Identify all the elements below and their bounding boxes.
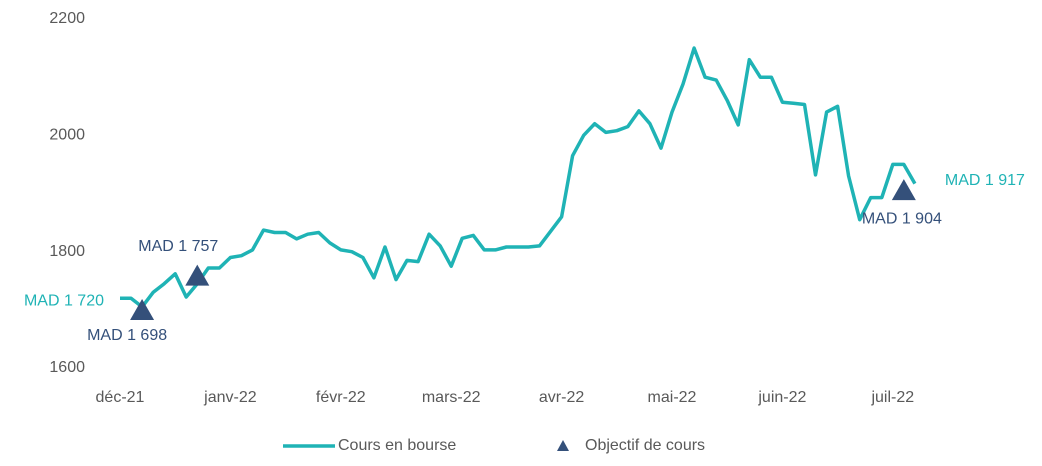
target-marker — [891, 179, 916, 201]
legend-label: Objectif de cours — [585, 437, 705, 454]
x-tick-label: avr-22 — [539, 389, 584, 406]
data-label: MAD 1 698 — [87, 327, 167, 344]
data-label: MAD 1 757 — [138, 238, 218, 255]
x-tick-label: janv-22 — [203, 389, 257, 406]
data-label: MAD 1 720 — [24, 292, 104, 309]
price-line — [120, 46, 917, 309]
x-tick-label: déc-21 — [96, 389, 145, 406]
target-marker — [185, 264, 210, 286]
x-tick-label: mai-22 — [648, 389, 697, 406]
y-tick-label: 2200 — [49, 10, 85, 27]
y-tick-label: 1600 — [49, 359, 85, 376]
x-tick-label: févr-22 — [316, 389, 366, 406]
y-tick-label: 1800 — [49, 243, 85, 260]
x-tick-label: juin-22 — [757, 389, 806, 406]
data-label: MAD 1 904 — [862, 210, 942, 227]
legend-swatch — [557, 440, 569, 451]
y-tick-label: 2000 — [49, 127, 85, 144]
data-label: MAD 1 917 — [945, 172, 1025, 189]
x-tick-label: mars-22 — [422, 389, 481, 406]
legend-label: Cours en bourse — [338, 437, 456, 454]
target-marker — [130, 298, 155, 320]
x-tick-label: juil-22 — [870, 389, 914, 406]
